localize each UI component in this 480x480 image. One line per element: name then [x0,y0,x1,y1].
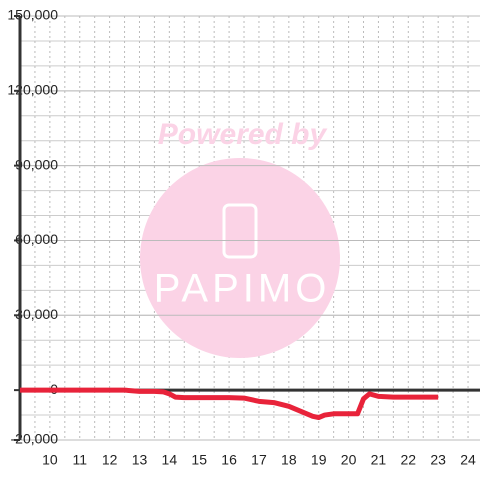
x-tick-label: 14 [162,452,178,468]
x-tick-label: 12 [102,452,118,468]
x-tick-label: 23 [430,452,446,468]
x-tick-label: 20 [341,452,357,468]
y-tick-label: 120,000 [7,82,58,98]
x-tick-label: 22 [401,452,417,468]
x-tick-label: 16 [221,452,237,468]
watermark-logo: PAPIMO [154,267,331,311]
y-tick-label: 30,000 [15,306,58,322]
y-tick-label: -20,000 [11,431,59,447]
watermark-text: Powered by [158,118,328,151]
x-tick-label: 15 [191,452,207,468]
x-tick-label: 21 [371,452,387,468]
x-tick-label: 13 [132,452,148,468]
data-line [20,387,439,421]
y-tick-label: 150,000 [7,7,58,23]
x-tick-label: 24 [460,452,476,468]
x-tick-label: 10 [42,452,58,468]
x-tick-label: 18 [281,452,297,468]
watermark: Powered by PAPIMO [140,118,340,358]
x-tick-label: 17 [251,452,267,468]
x-tick-label: 19 [311,452,327,468]
y-tick-label: 60,000 [15,231,58,247]
watermark-icon [222,203,258,259]
x-tick-label: 11 [72,452,87,468]
y-tick-label: 90,000 [15,156,58,172]
